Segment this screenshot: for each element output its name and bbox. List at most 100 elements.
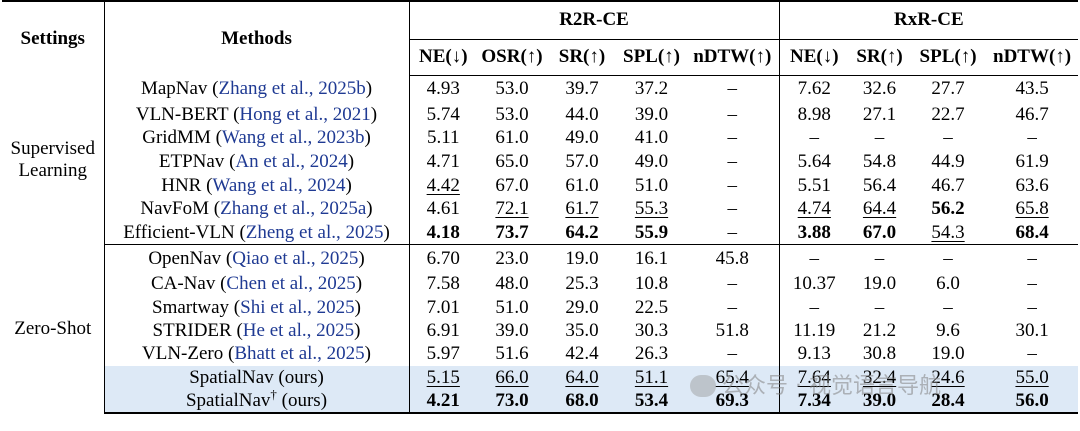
method-cell: OpenNav (Qiao et al., 2025): [104, 244, 410, 273]
rxr-value: 32.6: [849, 75, 910, 103]
r2r-value: –: [686, 295, 780, 320]
value-text: –: [1027, 296, 1037, 318]
table-row: Efficient-VLN (Zheng et al., 2025) 4.18 73…: [2, 220, 1079, 246]
method-name: SpatialNav: [189, 366, 274, 388]
value-text: –: [943, 296, 953, 318]
r2r-value: 4.71: [409, 150, 477, 174]
r2r-value: 42.4: [547, 343, 617, 366]
dagger-mark: †: [270, 386, 277, 402]
value-text: 26.3: [634, 343, 669, 365]
rxr-value: 56.2: [910, 197, 986, 221]
rxr-value: –: [986, 296, 1078, 319]
method-name: VLN-Zero: [142, 343, 224, 365]
r2r-value: –: [686, 173, 780, 198]
value-text: 61.7: [565, 198, 599, 220]
r2r-value: 55.9: [617, 220, 686, 246]
citation-link[interactable]: Wang et al., 2023b: [221, 127, 365, 149]
method-name: MapNav: [140, 78, 208, 99]
settings-label: Supervised Learning: [2, 75, 105, 245]
method-name: STRIDER: [152, 320, 232, 342]
value-text: 3.88: [797, 221, 831, 243]
r2r-value: 39.7: [547, 75, 617, 103]
value-text: –: [1027, 343, 1037, 365]
rxr-value: 30.8: [849, 343, 910, 366]
r2r-value: 35.0: [547, 319, 617, 342]
value-text: 5.97: [426, 343, 460, 365]
citation-link[interactable]: Zhang et al., 2025b: [218, 78, 366, 99]
value-text: 7.58: [426, 273, 460, 295]
r2r-value: 4.18: [409, 220, 477, 246]
citation-link[interactable]: An et al., 2024: [235, 150, 348, 172]
method-cell: GridMM (Wang et al., 2023b): [104, 126, 410, 151]
citation-link[interactable]: Zhang et al., 2025a: [220, 198, 367, 220]
value-text: 67.0: [862, 221, 897, 243]
rxr-value: 39.0: [849, 389, 911, 414]
method-cell: VLN-Zero (Bhatt et al., 2025): [104, 342, 410, 367]
r2r-value: –: [686, 75, 780, 103]
r2r-value: 23.0: [477, 245, 547, 273]
rxr-value: 19.0: [910, 343, 986, 366]
citation-link[interactable]: Chen et al., 2025: [226, 273, 356, 295]
method-name: HNR: [161, 174, 202, 196]
table-row: VLN-BERT (Hong et al., 2021) 5.74 53.0 44.0…: [2, 103, 1078, 127]
r2r-value: –: [686, 150, 780, 174]
value-text: 73.7: [495, 221, 529, 243]
r2r-value: 65.0: [477, 150, 547, 174]
citation-link[interactable]: Bhatt et al., 2025: [234, 343, 365, 365]
settings-label: Zero-Shot: [2, 244, 105, 413]
value-text: 69.3: [715, 389, 749, 411]
value-text: 63.6: [1015, 174, 1049, 196]
citation-link[interactable]: Hong et al., 2021: [239, 103, 371, 125]
value-text: 5.51: [797, 174, 831, 196]
method-name: SpatialNav: [185, 389, 271, 411]
r2r-value: 68.0: [547, 389, 617, 414]
value-text: 44.0: [565, 103, 599, 125]
r2r-value: 39.0: [617, 103, 686, 127]
table-row: VLN-Zero (Bhatt et al., 2025) 5.97 51.6 42.…: [2, 342, 1078, 367]
r2r-value: 22.5: [617, 296, 686, 319]
citation-link[interactable]: Wang et al., 2024: [212, 174, 346, 196]
r2r-value: –: [686, 272, 780, 296]
method-cell: Smartway (Shi et al., 2025): [104, 295, 410, 320]
rxr-value: –: [986, 245, 1078, 273]
r2r-value: 4.61: [409, 197, 477, 221]
rxr-value: 22.7: [910, 103, 986, 127]
citation-link[interactable]: Shi et al., 2025: [240, 296, 355, 318]
value-text: 67.0: [495, 174, 529, 196]
r2r-value: 53.0: [477, 103, 547, 127]
value-text: 56.2: [931, 198, 965, 220]
col-r2r-osr: OSR(↑): [477, 39, 547, 76]
rxr-value: 46.7: [986, 103, 1078, 127]
r2r-value: 29.0: [547, 296, 617, 319]
value-text: 30.1: [1015, 320, 1049, 342]
value-text: 45.8: [715, 247, 749, 269]
citation-link[interactable]: Qiao et al., 2025: [232, 247, 359, 269]
value-text: 53.4: [634, 389, 669, 411]
r2r-value: –: [686, 197, 780, 221]
rxr-value: 44.9: [910, 150, 986, 174]
r2r-value: 48.0: [477, 273, 547, 296]
r2r-value: 51.1: [617, 366, 686, 390]
value-text: 39.0: [495, 320, 529, 342]
value-text: 73.0: [495, 389, 529, 411]
value-text: 4.42: [426, 174, 460, 196]
r2r-value: 64.0: [547, 366, 617, 390]
value-text: 19.0: [862, 273, 897, 295]
r2r-value: 16.1: [617, 245, 686, 273]
supervised-group: Supervised Learning MapNav (Zhang et al., …: [2, 75, 1079, 246]
citation-link[interactable]: He et al., 2025: [242, 320, 355, 342]
value-text: 21.2: [862, 320, 897, 342]
rxr-value: 56.4: [849, 174, 910, 198]
value-text: 61.0: [495, 127, 529, 149]
r2r-value: 51.0: [477, 296, 547, 319]
value-text: 46.7: [931, 174, 965, 196]
citation-link[interactable]: Zheng et al., 2025: [245, 221, 384, 243]
value-text: 7.01: [426, 296, 460, 318]
value-text: 4.61: [426, 198, 460, 220]
ours-suffix: (ours): [276, 389, 328, 411]
rxr-value: 8.98: [779, 103, 849, 127]
value-text: 43.5: [1015, 78, 1049, 100]
value-text: 30.3: [634, 320, 669, 342]
r2r-value: 61.7: [547, 197, 617, 221]
col-rxr-sr: SR(↑): [849, 39, 911, 76]
